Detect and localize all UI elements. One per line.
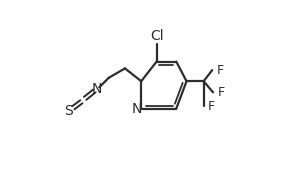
Text: Cl: Cl	[150, 29, 164, 43]
Text: N: N	[131, 102, 142, 116]
Text: F: F	[208, 100, 215, 113]
Text: F: F	[217, 86, 224, 99]
Text: F: F	[217, 64, 223, 77]
Text: N: N	[92, 82, 102, 96]
Text: S: S	[64, 104, 73, 118]
